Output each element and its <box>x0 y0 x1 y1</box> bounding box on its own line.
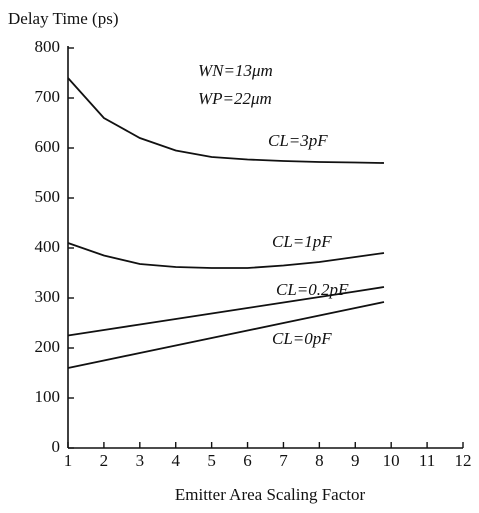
x-tick-label: 11 <box>419 451 435 470</box>
curve <box>67 77 385 164</box>
x-tick-label: 12 <box>455 451 472 470</box>
curve <box>67 301 385 369</box>
x-tick-label: 5 <box>207 451 216 470</box>
x-tick-label: 10 <box>383 451 400 470</box>
curve-label: CL=0pF <box>272 329 332 348</box>
x-tick-label: 3 <box>136 451 145 470</box>
chart-title: Delay Time (ps) <box>8 9 119 28</box>
curve-label: CL=1pF <box>272 232 332 251</box>
x-tick-label: 7 <box>279 451 288 470</box>
curve <box>67 242 385 269</box>
y-tick-label: 300 <box>35 287 61 306</box>
y-tick-label: 100 <box>35 387 61 406</box>
x-tick-label: 2 <box>100 451 109 470</box>
annotation: WP=22μm <box>198 89 272 108</box>
curve-label: CL=0.2pF <box>276 280 349 299</box>
x-tick-label: 1 <box>64 451 73 470</box>
y-tick-label: 800 <box>35 37 61 56</box>
x-tick-label: 9 <box>351 451 360 470</box>
curve-label: CL=3pF <box>268 131 328 150</box>
y-tick-label: 500 <box>35 187 61 206</box>
y-tick-label: 400 <box>35 237 61 256</box>
y-tick-label: 200 <box>35 337 61 356</box>
annotation: WN=13μm <box>198 61 273 80</box>
x-axis-label: Emitter Area Scaling Factor <box>175 485 366 504</box>
x-tick-label: 4 <box>171 451 180 470</box>
y-tick-label: 0 <box>52 437 61 456</box>
curve <box>67 286 385 337</box>
x-tick-label: 8 <box>315 451 324 470</box>
y-tick-label: 700 <box>35 87 61 106</box>
y-tick-label: 600 <box>35 137 61 156</box>
x-tick-label: 6 <box>243 451 252 470</box>
